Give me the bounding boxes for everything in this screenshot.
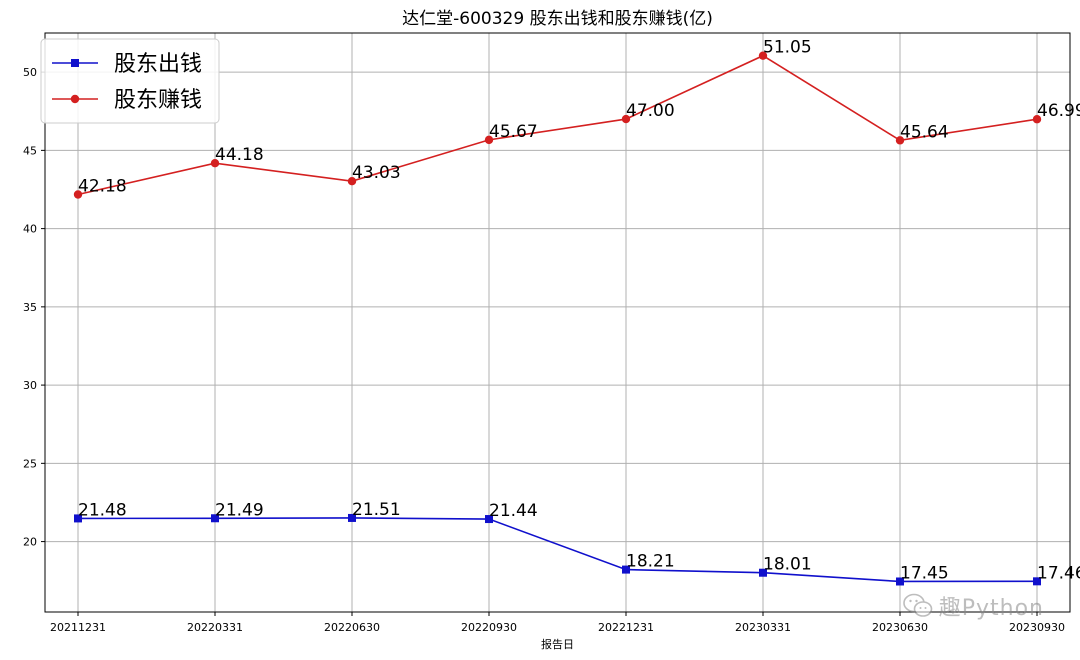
data-label: 21.48 [78, 500, 127, 520]
legend-frame [40, 38, 220, 124]
y-tick-label: 25 [23, 457, 37, 470]
x-tick-label: 20230630 [872, 621, 928, 634]
plot-area-frame [44, 32, 1071, 613]
watermark-text: 趣Python [938, 596, 1044, 621]
grid-lines [45, 33, 1070, 612]
data-point [621, 114, 631, 124]
x-axis-label: 报告日 [541, 637, 574, 651]
data-point [211, 514, 219, 523]
data-point [73, 190, 83, 199]
y-tick-label: 35 [23, 301, 37, 314]
data-label: 45.67 [489, 122, 538, 142]
legend-marker [71, 59, 79, 67]
data-point [74, 514, 82, 523]
watermark: 趣Python [902, 590, 1044, 622]
data-point [895, 136, 905, 145]
legend-marker [70, 94, 80, 104]
data-label: 47.00 [626, 101, 675, 121]
x-tick-label: 20221231 [598, 621, 654, 634]
data-label: 17.46 [1037, 563, 1080, 583]
data-label: 43.03 [352, 163, 401, 183]
series-1: 21.48 21.49 21.51 21.44 18.21 18.01 17.45 17.46 [74, 500, 1080, 586]
legend-item: 股东出钱 [52, 52, 202, 77]
data-label: 21.44 [489, 501, 538, 521]
series-line [77, 517, 1038, 583]
data-label: 51.05 [763, 38, 812, 58]
data-label: 18.01 [763, 555, 812, 575]
y-tick-label: 20 [23, 536, 37, 549]
data-label: 21.51 [352, 500, 401, 520]
wechat-icon [902, 593, 933, 617]
data-label: 17.45 [900, 563, 949, 583]
y-tick-label: 50 [23, 66, 37, 79]
chart-title: 达仁堂-600329 股东出钱和股东赚钱(亿) [402, 9, 713, 29]
data-point [622, 565, 630, 574]
series-layer: 21.48 21.49 21.51 21.44 18.21 18.01 17.45 17.46… [73, 38, 1080, 586]
x-axis-ticks: 20211231 20220331 20220630 20220930 20221231… [50, 612, 1065, 634]
data-label: 42.18 [78, 176, 127, 196]
data-point [484, 135, 494, 145]
x-tick-label: 20220331 [187, 621, 243, 634]
x-tick-label: 20230930 [1009, 621, 1065, 634]
y-tick-label: 30 [23, 379, 37, 392]
x-tick-label: 20220630 [324, 621, 380, 634]
data-label: 21.49 [215, 500, 264, 520]
data-point [347, 176, 357, 186]
data-point [1033, 577, 1041, 586]
data-point [210, 158, 220, 168]
data-point [1032, 115, 1042, 124]
data-label: 45.64 [900, 122, 949, 142]
data-point [759, 568, 767, 577]
data-point [485, 515, 493, 524]
data-point [896, 577, 904, 586]
y-axis-ticks: 20 25 30 35 40 45 50 [23, 66, 45, 549]
legend-label: 股东出钱 [114, 52, 202, 77]
data-label: 18.21 [626, 552, 675, 572]
data-point [758, 51, 768, 60]
series-2: 42.18 44.18 43.03 45.67 47.00 51.05 45.64 46.99 [73, 38, 1080, 199]
x-tick-label: 20220930 [461, 621, 517, 634]
y-tick-label: 40 [23, 223, 37, 236]
x-tick-label: 20211231 [50, 621, 106, 634]
legend-label: 股东赚钱 [114, 88, 202, 113]
series-line [77, 54, 1038, 196]
data-label: 46.99 [1037, 101, 1080, 121]
y-tick-label: 45 [23, 144, 37, 157]
data-label: 44.18 [215, 145, 264, 165]
data-point [348, 513, 356, 522]
x-tick-label: 20230331 [735, 621, 791, 634]
legend-item: 股东赚钱 [52, 88, 202, 113]
